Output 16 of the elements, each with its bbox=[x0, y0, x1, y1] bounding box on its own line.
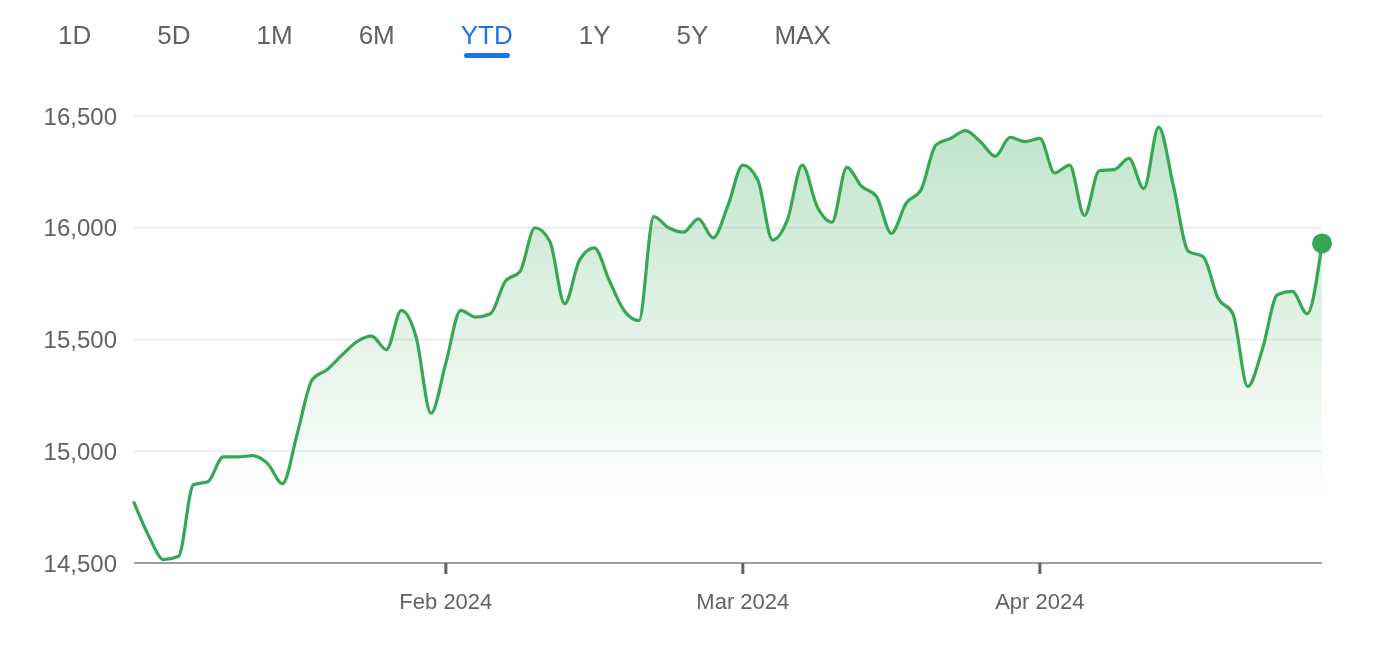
text: 5D bbox=[157, 20, 191, 50]
text: YTD bbox=[460, 20, 513, 50]
y-tick-label: 16,000 bbox=[43, 214, 117, 242]
y-tick-label: 14,500 bbox=[43, 549, 117, 577]
text: MAX bbox=[774, 20, 831, 50]
x-tick-label: Feb 2024 bbox=[399, 589, 493, 614]
text: 6M bbox=[358, 20, 395, 50]
text: 5Y bbox=[676, 20, 709, 50]
x-tick-label: Apr 2024 bbox=[995, 589, 1085, 614]
x-tick-label: Mar 2024 bbox=[696, 589, 790, 614]
y-tick-label: 15,500 bbox=[43, 326, 117, 354]
y-tick-label: 15,000 bbox=[43, 437, 117, 465]
y-tick-label: 16,500 bbox=[43, 102, 117, 130]
text: 1M bbox=[256, 20, 293, 50]
text: 1D bbox=[58, 20, 92, 50]
text: 1Y bbox=[578, 20, 611, 50]
